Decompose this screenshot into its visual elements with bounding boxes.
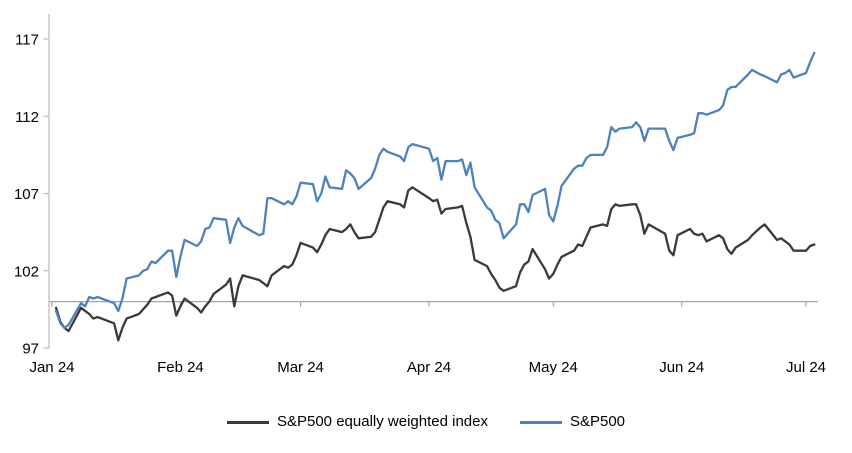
series-line-sp500 xyxy=(54,51,816,330)
equal-weight-line-swatch xyxy=(226,420,269,424)
legend-item-sp500: S&P500 xyxy=(519,411,626,433)
y-tick-label: 112 xyxy=(15,109,39,126)
legend-label-sp500: S&P500 xyxy=(569,413,626,430)
series-line-sp500-equal-weight xyxy=(54,186,816,342)
chart-legend: S&P500 equally weighted index S&P500 xyxy=(0,411,852,433)
x-tick-label: Jun 24 xyxy=(659,359,704,376)
x-tick-label: Jan 24 xyxy=(29,359,74,376)
y-tick-label: 107 xyxy=(14,186,39,203)
y-tick-label: 117 xyxy=(15,32,39,49)
x-tick-label: Jul 24 xyxy=(786,359,826,376)
legend-label-equal-weight: S&P500 equally weighted index xyxy=(276,413,488,430)
y-tick-label: 102 xyxy=(14,263,39,280)
x-tick-label: Feb 24 xyxy=(157,359,204,376)
legend-item-equal-weight: S&P500 equally weighted index xyxy=(226,411,488,433)
x-tick-label: Mar 24 xyxy=(277,359,324,376)
sp500-line-swatch xyxy=(519,420,562,424)
y-tick-label: 97 xyxy=(22,341,39,358)
x-tick-label: Apr 24 xyxy=(407,359,451,376)
x-tick-label: May 24 xyxy=(529,359,578,376)
